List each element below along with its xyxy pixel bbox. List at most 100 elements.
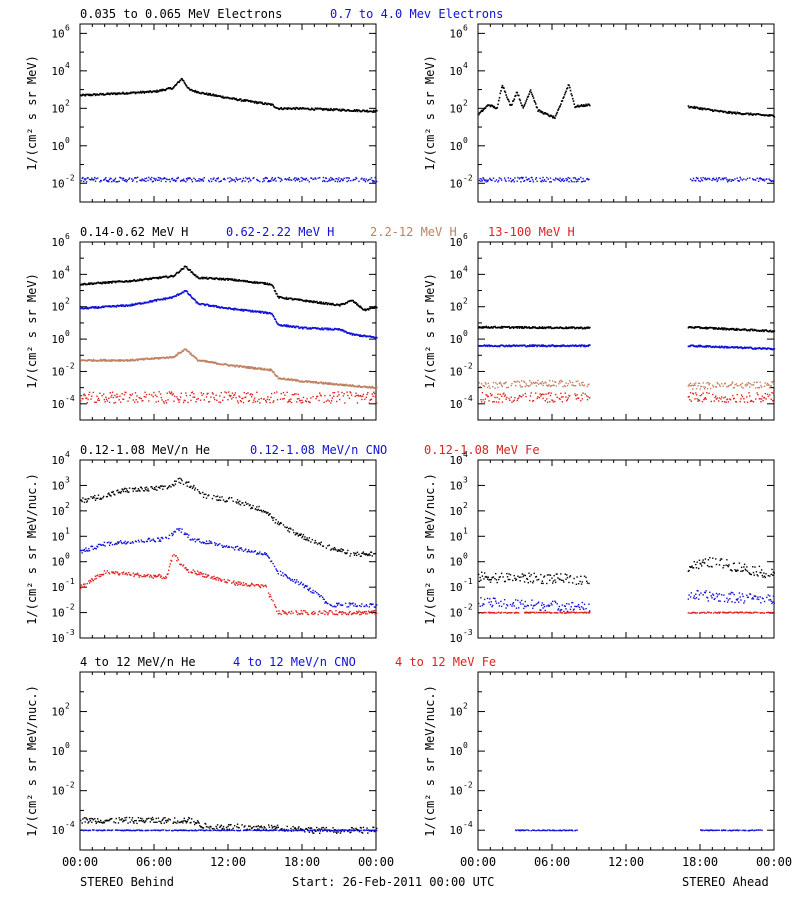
data-point [552,178,555,181]
data-point [768,178,770,180]
data-point [712,110,715,112]
data-point [233,279,235,282]
data-point [220,391,222,394]
data-point [277,107,280,110]
data-point [575,398,578,400]
data-point [244,100,246,102]
data-point [752,384,755,386]
data-point [697,385,699,387]
data-point [541,380,544,383]
data-point [158,573,160,576]
data-point [341,179,344,182]
data-point [117,541,119,543]
data-point [725,345,728,348]
data-point [275,320,277,323]
data-point [265,584,267,587]
data-point [304,536,306,538]
data-point [564,327,567,330]
data-point [268,513,271,516]
data-point [508,100,510,103]
data-point [276,522,279,525]
data-point [729,398,731,400]
data-point [222,399,224,401]
data-point [732,398,735,400]
data-point [243,365,246,368]
data-point [284,298,287,300]
data-point [571,180,573,183]
data-point [566,398,569,401]
data-point [251,507,254,509]
data-point [239,547,241,549]
data-point [233,278,236,281]
data-point [213,542,216,544]
data-point [518,381,521,383]
data-point [349,384,351,386]
data-point [296,532,299,534]
data-point [541,179,544,181]
data-point [290,398,292,400]
data-point [523,380,525,383]
data-point [154,540,156,542]
data-point [83,548,86,551]
data-point [114,394,116,397]
data-point [289,578,291,580]
data-point [105,572,107,574]
data-point [580,400,582,402]
data-point [169,180,171,183]
data-point [367,554,369,557]
data-point [236,545,239,548]
data-point [192,396,194,398]
data-point [765,398,767,400]
data-point [151,394,153,396]
data-point [176,396,178,398]
data-point [705,326,708,329]
data-point [356,554,358,557]
data-point [740,346,743,349]
data-point [346,391,348,393]
data-point [243,504,245,507]
data-point [117,489,119,491]
data-point [259,585,261,588]
data-point [363,109,366,112]
data-point [549,115,551,118]
data-point [267,283,270,286]
data-point [736,177,738,179]
data-point [308,301,311,303]
data-point [540,110,542,112]
data-point [722,178,724,181]
data-point [741,382,744,384]
data-point [237,581,240,583]
data-point [98,575,100,578]
data-point [94,401,96,403]
data-point [232,581,234,584]
y-tick-label: 10 [51,177,64,190]
data-point [584,393,586,395]
data-point [187,177,189,179]
data-point [256,179,259,182]
data-point [748,382,750,384]
data-point [337,549,339,551]
data-point [168,537,170,540]
data-point [194,487,197,489]
data-point [199,492,201,494]
data-point [154,179,157,182]
data-point [586,385,589,388]
data-point [190,571,192,573]
data-point [220,180,222,182]
data-point [326,383,329,385]
data-point [305,585,308,588]
data-point [354,395,356,398]
data-point [366,109,368,112]
data-point [306,381,309,383]
data-point [745,385,747,387]
data-point [505,180,507,183]
data-point [353,552,355,554]
data-point [284,325,287,328]
data-point [747,112,750,115]
data-point [185,266,188,268]
data-point [495,401,498,403]
data-point [355,176,357,179]
data-point [327,383,330,385]
data-point [85,397,88,399]
data-point [726,398,729,400]
